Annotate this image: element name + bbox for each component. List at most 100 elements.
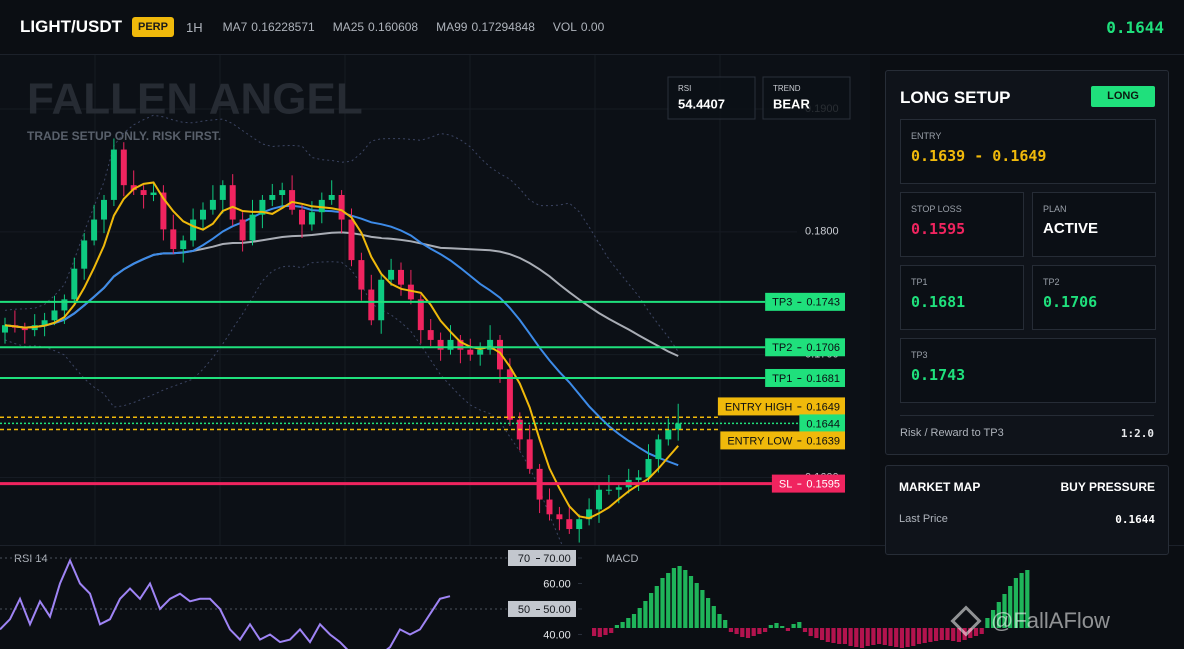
histogram-bar [1008, 586, 1013, 628]
candle-body [328, 195, 335, 200]
histogram-bar [643, 601, 648, 628]
candle-body [61, 299, 68, 311]
level-separator [797, 377, 802, 379]
candle-body [348, 219, 355, 261]
indicator: VOL 0.00 [553, 20, 604, 34]
candle-body [110, 149, 117, 200]
market-card: MARKET MAP BUY PRESSURE Last Price 0.164… [885, 465, 1169, 555]
histogram-bar [928, 628, 933, 642]
histogram-bar [882, 628, 887, 645]
row-label: Last Price [899, 513, 948, 525]
histogram-bar [728, 628, 733, 632]
box-label: STOP LOSS [911, 204, 962, 214]
candle-body [368, 289, 375, 321]
candle-body [150, 192, 157, 195]
box-value: 0.1681 [911, 293, 966, 311]
tp-box: TP1 0.1681 [900, 265, 1024, 330]
ma-fast [4, 181, 679, 520]
indicator: MA25 0.160608 [333, 20, 418, 34]
indicator-label: MA25 [332, 20, 365, 34]
histogram-bar [609, 628, 614, 633]
level-label: 70 [518, 553, 530, 565]
macd-chart: MACD [590, 545, 1184, 649]
candle-body [497, 339, 503, 370]
interval[interactable]: 1H [185, 19, 203, 35]
histogram-bar [620, 622, 625, 628]
histogram-bar [968, 628, 973, 638]
price-level: 0.1681 TP1 [0, 368, 845, 387]
indicator: MA99 0.17294848 [436, 20, 535, 34]
candle-body [378, 279, 385, 321]
y-tick-label: 40.00 [543, 629, 571, 641]
candle-body [259, 199, 266, 215]
candle-body [2, 325, 8, 333]
histogram-bar [700, 590, 705, 628]
histogram-bar [706, 598, 711, 628]
level-separator [536, 608, 540, 610]
candle-body [655, 439, 662, 460]
histogram-bar [951, 628, 956, 641]
level-name: TP3 [772, 297, 792, 309]
level-value: 0.1706 [806, 342, 840, 354]
histogram-bar [1025, 570, 1030, 628]
histogram-bar [614, 625, 619, 628]
histogram-bar [991, 610, 996, 628]
level-name: ENTRY LOW [727, 435, 793, 447]
candle-body [338, 195, 345, 220]
footer-label: Risk / Reward to TP3 [900, 427, 1004, 439]
candle-body [615, 487, 622, 490]
level-label-box [765, 338, 845, 357]
box-label: ENTRY [911, 131, 942, 141]
stat-box [667, 76, 756, 120]
market-title: MARKET MAP [899, 480, 981, 494]
price-level: 0.1649 ENTRY HIGH [0, 397, 845, 419]
histogram-bar [956, 628, 961, 642]
candle-body [299, 209, 305, 225]
histogram-bar [973, 628, 979, 636]
histogram-bar [654, 586, 659, 628]
box-value: 0.1706 [1043, 293, 1098, 311]
histogram-bar [934, 628, 939, 641]
stat-label: RSI [678, 84, 691, 93]
rsi-line [0, 557, 451, 649]
candle-body [477, 349, 484, 355]
watermark: @FallAFlow [950, 605, 1110, 637]
histogram-bar [791, 624, 796, 628]
candle-body [645, 459, 652, 478]
candle-body [279, 190, 286, 195]
candle-body [101, 199, 107, 220]
histogram-bar [774, 623, 779, 628]
histogram-bar [660, 578, 665, 628]
level-label-box [717, 397, 845, 416]
histogram-bar [649, 593, 654, 628]
indicator-label: MA99 [436, 20, 468, 34]
price-level: 0.1639 ENTRY LOW [0, 428, 845, 450]
histogram-bar [694, 583, 699, 628]
symbol: LIGHT/USDT [20, 17, 122, 36]
y-tick-label: 50.00 [543, 604, 571, 616]
candle-body [487, 339, 494, 350]
box-label: TP3 [911, 350, 928, 360]
tp-box: TP2 0.1706 [1032, 265, 1156, 330]
level-value: 0.1649 [806, 401, 840, 413]
candle-body [665, 429, 672, 440]
badge: PERP [132, 17, 174, 37]
candle-body [427, 330, 434, 340]
candle-body [229, 185, 236, 220]
histogram-bar [905, 628, 910, 647]
histogram-bar [1019, 573, 1024, 628]
candle-body [200, 209, 206, 220]
candle-body [675, 423, 682, 430]
candle-body [318, 199, 325, 213]
histogram-bar [683, 570, 688, 628]
candle-body [120, 149, 127, 186]
indicator-value: 0.16228571 [251, 20, 315, 34]
y-tick-label: 70.00 [543, 553, 571, 565]
bollinger-upper [4, 114, 679, 352]
candle-body [556, 514, 563, 520]
histogram-bar [865, 628, 870, 646]
level-label-box [799, 414, 845, 433]
level-separator [797, 301, 802, 303]
candle-body [596, 489, 602, 510]
